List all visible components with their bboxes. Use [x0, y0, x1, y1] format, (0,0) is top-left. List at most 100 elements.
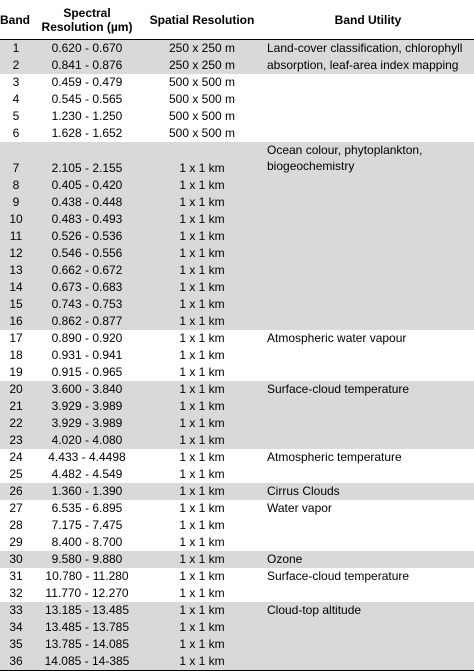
- cell-band-utility: [262, 279, 474, 296]
- cell-spectral-resolution: 13.185 - 13.485: [32, 602, 142, 619]
- header-spatial-resolution: Spatial Resolution: [142, 0, 262, 40]
- cell-spectral-resolution: 3.600 - 3.840: [32, 381, 142, 398]
- table-row: 11 0.526 - 0.536 1 x 1 km: [0, 228, 474, 245]
- cell-band: 15: [0, 296, 32, 313]
- cell-spectral-resolution: 0.662 - 0.672: [32, 262, 142, 279]
- cell-band-utility: [262, 245, 474, 262]
- cell-band: 3: [12, 75, 20, 89]
- cell-band: 34: [0, 619, 32, 636]
- cell-spatial-resolution: 1 x 1 km: [179, 365, 225, 379]
- cell-spectral-resolution: 3.929 - 3.989: [32, 398, 142, 415]
- cell-spectral-resolution: 11.770 - 12.270: [45, 586, 129, 600]
- cell-spectral-resolution: 1.628 - 1.652: [51, 126, 123, 140]
- cell-spatial-resolution: 1 x 1 km: [142, 211, 262, 228]
- cell-spatial-resolution: 1 x 1 km: [142, 177, 262, 194]
- cell-band: 31: [9, 569, 23, 583]
- cell-spectral-resolution: 4.482 - 4.549: [51, 467, 123, 481]
- cell-band-utility: [262, 347, 474, 364]
- header-spectral-resolution: Spectral Resolution (µm): [32, 0, 142, 40]
- cell-band: 32: [9, 586, 23, 600]
- table-row: 3 0.459 - 0.479 500 x 500 m: [0, 74, 474, 91]
- cell-band: 21: [0, 398, 32, 415]
- cell-spatial-resolution: 500 x 500 m: [168, 109, 236, 123]
- cell-band: 16: [0, 313, 32, 330]
- cell-spatial-resolution: 500 x 500 m: [168, 126, 236, 140]
- table-row: 29 8.400 - 8.700 1 x 1 km: [0, 534, 474, 551]
- cell-band: 13: [0, 262, 32, 279]
- cell-band: 7: [0, 142, 32, 177]
- cell-spectral-resolution: 7.175 - 7.475: [51, 518, 123, 532]
- cell-spatial-resolution: 1 x 1 km: [142, 619, 262, 636]
- cell-spatial-resolution: 1 x 1 km: [179, 569, 225, 583]
- table-row: 22 3.929 - 3.989 1 x 1 km: [0, 415, 474, 432]
- cell-spectral-resolution: 0.890 - 0.920: [51, 331, 123, 345]
- cell-band: 14: [0, 279, 32, 296]
- cell-spatial-resolution: 1 x 1 km: [179, 450, 225, 464]
- cell-band: 10: [0, 211, 32, 228]
- cell-spatial-resolution: 250 x 250 m: [142, 57, 262, 74]
- table-row: 1 0.620 - 0.670 250 x 250 m Land-cover clas…: [0, 39, 474, 57]
- table-row: 9 0.438 - 0.448 1 x 1 km: [0, 194, 474, 211]
- cell-spatial-resolution: 1 x 1 km: [142, 398, 262, 415]
- table-row: 35 13.785 - 14.085 1 x 1 km: [0, 636, 474, 653]
- cell-spatial-resolution: 1 x 1 km: [142, 313, 262, 330]
- table-header: Band Spectral Resolution (µm) Spatial Re…: [0, 0, 474, 40]
- cell-band-utility: [262, 364, 474, 381]
- cell-spatial-resolution: 1 x 1 km: [179, 348, 225, 362]
- cell-spectral-resolution: 0.862 - 0.877: [32, 313, 142, 330]
- cell-spatial-resolution: 500 x 500 m: [168, 75, 236, 89]
- cell-band-utility: Ozone: [262, 551, 474, 568]
- cell-band: 11: [0, 228, 32, 245]
- cell-spectral-resolution: 0.438 - 0.448: [32, 194, 142, 211]
- cell-band-utility: [262, 125, 474, 142]
- cell-spatial-resolution: 1 x 1 km: [142, 245, 262, 262]
- table-row: 30 9.580 - 9.880 1 x 1 km Ozone: [0, 551, 474, 568]
- cell-spatial-resolution: 1 x 1 km: [179, 331, 225, 345]
- cell-band-utility: [262, 177, 474, 194]
- cell-spectral-resolution: 13.485 - 13.785: [32, 619, 142, 636]
- cell-band: 8: [0, 177, 32, 194]
- table-row: 23 4.020 - 4.080 1 x 1 km: [0, 432, 474, 449]
- cell-band-utility: [262, 585, 474, 602]
- cell-band: 25: [9, 467, 23, 481]
- cell-band-utility: Surface-cloud temperature: [267, 569, 410, 583]
- cell-band: 9: [0, 194, 32, 211]
- table-row: 15 0.743 - 0.753 1 x 1 km: [0, 296, 474, 313]
- cell-band: 19: [9, 365, 23, 379]
- cell-spatial-resolution: 1 x 1 km: [142, 636, 262, 653]
- table-row: 12 0.546 - 0.556 1 x 1 km: [0, 245, 474, 262]
- cell-spatial-resolution: 1 x 1 km: [179, 535, 225, 549]
- cell-spectral-resolution: 0.673 - 0.683: [32, 279, 142, 296]
- cell-band: 12: [0, 245, 32, 262]
- cell-band: 27: [9, 501, 23, 515]
- cell-band-utility: [262, 619, 474, 636]
- cell-band-utility: [262, 74, 474, 91]
- cell-band-utility: [262, 108, 474, 125]
- table-body: 1 0.620 - 0.670 250 x 250 m Land-cover clas…: [0, 39, 474, 671]
- table-row: 28 7.175 - 7.475 1 x 1 km: [0, 517, 474, 534]
- cell-band: 6: [12, 126, 20, 140]
- cell-spatial-resolution: 1 x 1 km: [142, 432, 262, 449]
- cell-band-utility: [262, 194, 474, 211]
- cell-band-utility: [262, 262, 474, 279]
- cell-spectral-resolution: 2.105 - 2.155: [32, 142, 142, 177]
- cell-spectral-resolution: 0.526 - 0.536: [32, 228, 142, 245]
- table-row: 36 14.085 - 14-385 1 x 1 km: [0, 653, 474, 671]
- table-row: 32 11.770 - 12.270 1 x 1 km: [0, 585, 474, 602]
- cell-spatial-resolution: 1 x 1 km: [179, 518, 225, 532]
- table-row: 21 3.929 - 3.989 1 x 1 km: [0, 398, 474, 415]
- cell-band-utility: [262, 313, 474, 330]
- cell-spatial-resolution: 1 x 1 km: [142, 194, 262, 211]
- table-row: 25 4.482 - 4.549 1 x 1 km: [0, 466, 474, 483]
- cell-band-utility: Surface-cloud temperature: [262, 381, 474, 398]
- cell-band-utility: [262, 211, 474, 228]
- table-row: 18 0.931 - 0.941 1 x 1 km: [0, 347, 474, 364]
- cell-spectral-resolution: 9.580 - 9.880: [32, 551, 142, 568]
- cell-spatial-resolution: 1 x 1 km: [179, 467, 225, 481]
- cell-spectral-resolution: 1.230 - 1.250: [51, 109, 123, 123]
- cell-band: 30: [0, 551, 32, 568]
- cell-spectral-resolution: 6.535 - 6.895: [51, 501, 123, 515]
- header-row: Band Spectral Resolution (µm) Spatial Re…: [0, 0, 474, 40]
